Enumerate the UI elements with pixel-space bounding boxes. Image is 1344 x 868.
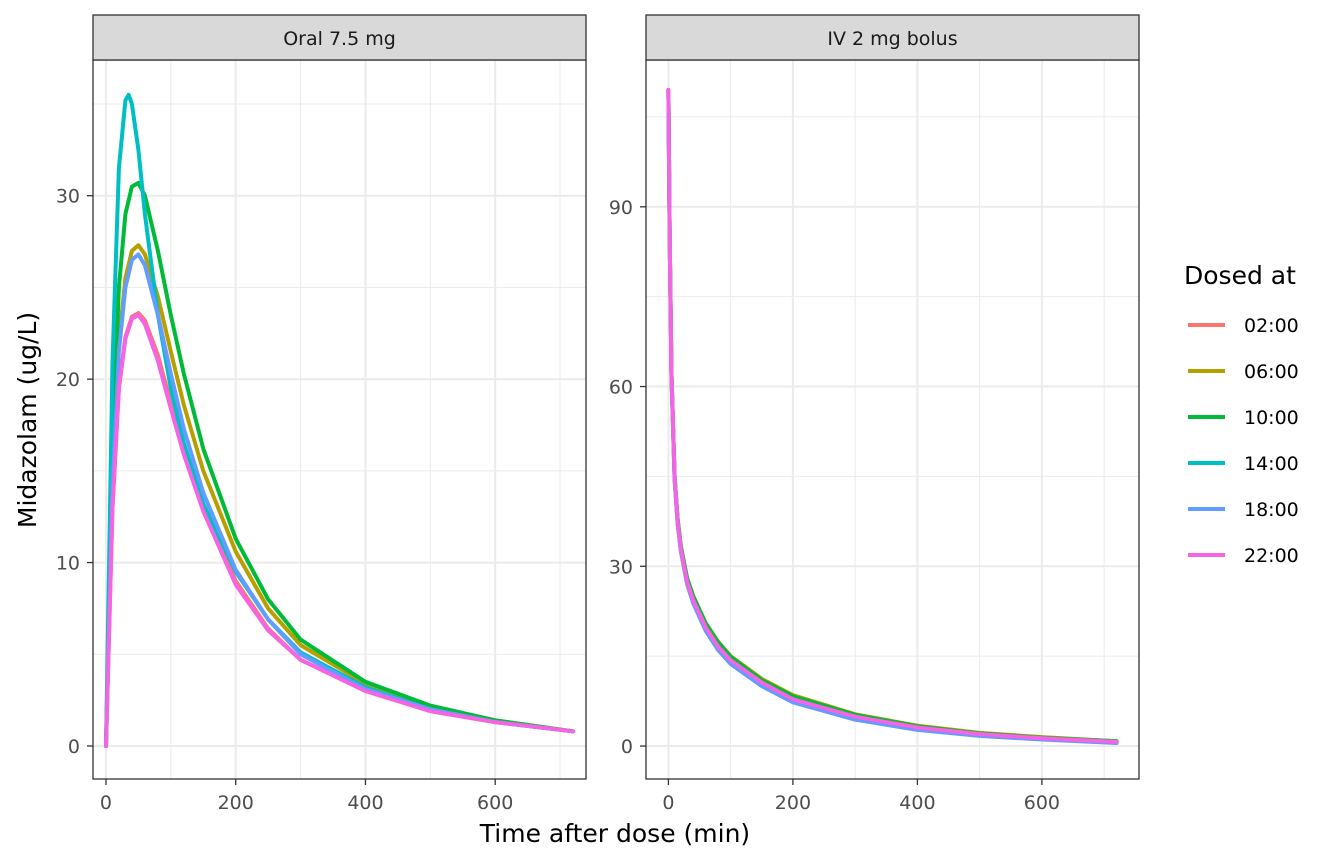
x-tick-label: 400 xyxy=(347,792,383,814)
legend: 02:00 06:00 10:00 14:00 18:00 22:00 xyxy=(1188,315,1299,567)
legend-label: 22:00 xyxy=(1244,545,1299,567)
strip-background xyxy=(645,14,1140,61)
x-tick-label: 600 xyxy=(477,792,513,814)
panel-2: IV 2 mg bolus 0 200 400 600 0 30 60 90 xyxy=(609,14,1140,814)
y-tick-label: 0 xyxy=(621,736,633,758)
legend-label: 10:00 xyxy=(1244,407,1299,429)
legend-label: 06:00 xyxy=(1244,361,1299,383)
series-line-1000 xyxy=(666,88,1119,744)
series-group xyxy=(104,92,575,748)
y-tick-label: 0 xyxy=(68,736,80,758)
x-tick-label: 200 xyxy=(218,792,254,814)
y-tick-label: 30 xyxy=(609,556,633,578)
y-tick-label: 20 xyxy=(56,369,80,391)
strip-label: Oral 7.5 mg xyxy=(283,28,396,50)
x-tick-label: 200 xyxy=(775,792,811,814)
x-axis-title: Time after dose (min) xyxy=(479,819,750,848)
series-line-2200 xyxy=(666,88,1119,744)
y-tick-label: 30 xyxy=(56,186,80,208)
panel-1: Oral 7.5 mg 0 200 400 600 0 10 20 30 xyxy=(56,14,587,814)
x-tick-label: 400 xyxy=(899,792,935,814)
y-axis-title: Midazolam (ug/L) xyxy=(13,312,42,528)
series-line-0200 xyxy=(666,88,1119,744)
legend-label: 14:00 xyxy=(1244,453,1299,475)
x-tick-label: 0 xyxy=(100,792,112,814)
series-line-1000 xyxy=(104,180,575,748)
series-line-0600 xyxy=(666,88,1119,744)
x-tick-label: 0 xyxy=(662,792,674,814)
legend-label: 02:00 xyxy=(1244,315,1299,337)
series-line-2200 xyxy=(104,313,575,748)
panel-border xyxy=(645,59,1140,780)
legend-title: Dosed at xyxy=(1184,261,1296,290)
series-group xyxy=(666,88,1119,745)
series-line-1400 xyxy=(666,88,1119,745)
y-tick-label: 10 xyxy=(56,553,80,575)
series-line-0600 xyxy=(104,243,575,748)
y-tick-label: 90 xyxy=(609,197,633,219)
strip-background xyxy=(92,14,587,61)
x-tick-label: 600 xyxy=(1024,792,1060,814)
legend-label: 18:00 xyxy=(1244,499,1299,521)
series-line-1800 xyxy=(666,88,1119,745)
strip-label: IV 2 mg bolus xyxy=(827,28,957,50)
y-tick-label: 60 xyxy=(609,377,633,399)
